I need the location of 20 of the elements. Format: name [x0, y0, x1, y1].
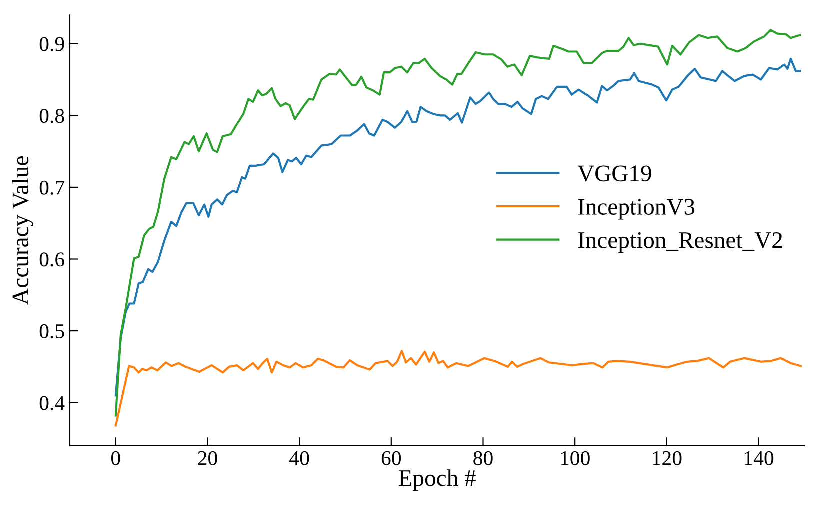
- legend-label: Inception_Resnet_V2: [578, 232, 782, 254]
- y-tick-label: 0.4: [40, 396, 65, 410]
- x-tick-label: 40: [290, 451, 310, 466]
- y-tick-label: 0.5: [40, 324, 64, 339]
- x-tick-label: 120: [653, 451, 682, 466]
- x-tick-label: 100: [561, 451, 590, 466]
- x-tick-label: 60: [382, 451, 402, 466]
- line-series: [114, 350, 802, 427]
- x-tick-label: 0: [111, 451, 120, 466]
- x-tick-label: 80: [474, 451, 493, 466]
- y-axis-title: Accuracy Value: [12, 156, 34, 306]
- y-tick-label: 0.8: [40, 109, 64, 124]
- legend-label: VGG19: [578, 166, 652, 182]
- y-tick-label: 0.9: [40, 37, 64, 52]
- x-tick-label: 140: [744, 451, 774, 466]
- legend-label: InceptionV3: [578, 199, 695, 220]
- x-axis-title: Epoch #: [398, 470, 476, 492]
- x-tick-label: 20: [198, 451, 218, 466]
- y-tick-label: 0.7: [40, 180, 65, 195]
- y-tick-label: 0.6: [40, 252, 64, 267]
